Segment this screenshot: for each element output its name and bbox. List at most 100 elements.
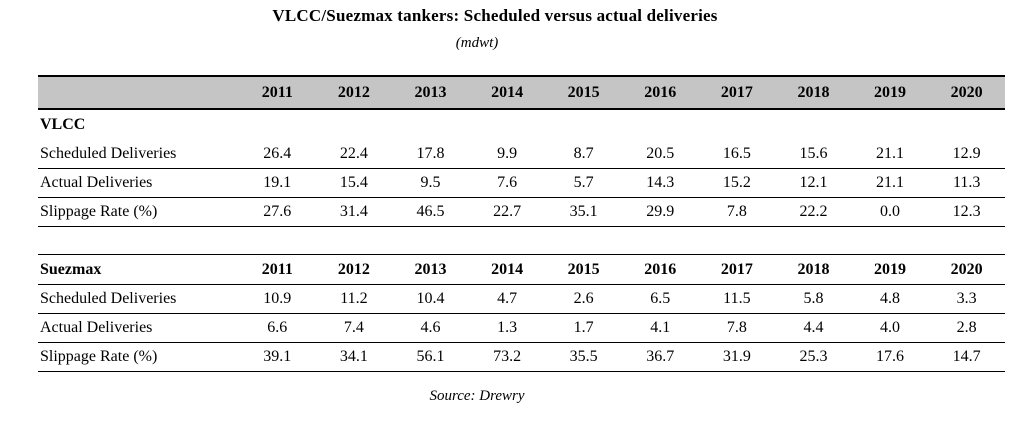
value-cell: 34.1 [315,342,393,372]
section-label-cell: Suezmax [38,254,239,285]
value-cell: 1.7 [545,313,622,343]
value-cell: 15.4 [315,168,393,198]
year-header-cell: 2011 [239,75,316,110]
year-header-cell: 2012 [315,75,393,110]
year-header-cell: 2020 [928,75,1005,110]
year-header-cell: 2017 [698,75,776,110]
row-label-cell: Scheduled Deliveries [38,140,239,169]
section-row-suezmax: Suezmax 2011 2012 2013 2014 2015 2016 2017 2018 2… [38,254,1005,285]
year-header-cell: 2018 [775,75,852,110]
value-cell: 35.5 [545,342,622,372]
empty-cell [392,109,469,140]
value-cell: 11.5 [698,284,776,314]
value-cell: 27.6 [239,197,316,227]
value-cell: 73.2 [468,342,546,372]
value-cell: 9.9 [468,140,546,169]
value-cell: 12.1 [775,168,852,198]
year-header-cell: 2015 [545,254,622,285]
value-cell: 35.1 [545,197,622,227]
value-cell: 7.8 [698,313,776,343]
empty-cell [545,109,622,140]
value-cell: 4.7 [468,284,546,314]
row-label-cell: Slippage Rate (%) [38,342,239,372]
deliveries-table: 2011 2012 2013 2014 2015 2016 2017 2018 2019 2020… [38,75,1005,372]
empty-cell [239,109,316,140]
value-cell: 26.4 [239,140,316,169]
year-header-cell: 2019 [851,75,929,110]
value-cell: 17.8 [392,140,469,169]
value-cell: 22.4 [315,140,393,169]
empty-cell [775,109,852,140]
value-cell: 21.1 [851,140,929,169]
table-title: VLCC/Suezmax tankers: Scheduled versus a… [272,6,718,25]
value-cell: 22.2 [775,197,852,227]
spacer-cell [38,226,1005,255]
value-cell: 7.4 [315,313,393,343]
value-cell: 46.5 [392,197,469,227]
source-note: Source: Drewry [429,388,525,404]
value-cell: 11.2 [315,284,393,314]
section-row-vlcc: VLCC [38,109,1005,140]
value-cell: 31.9 [698,342,776,372]
value-cell: 7.8 [698,197,776,227]
table-row: Actual Deliveries 6.6 7.4 4.6 1.3 1.7 4.1 7.8 4.… [38,313,1005,343]
empty-cell [622,109,699,140]
value-cell: 8.7 [545,140,622,169]
empty-cell [928,109,1005,140]
empty-cell [699,109,776,140]
empty-cell [469,109,546,140]
value-cell: 6.5 [621,284,699,314]
value-cell: 0.0 [851,197,929,227]
year-header-cell: 2019 [851,254,929,285]
value-cell: 2.8 [928,313,1005,343]
value-cell: 39.1 [239,342,316,372]
value-cell: 31.4 [315,197,393,227]
value-cell: 2.6 [545,284,622,314]
value-cell: 11.3 [928,168,1005,198]
row-label-cell: Slippage Rate (%) [38,197,239,227]
table-unit-subtitle: (mdwt) [455,35,499,51]
section-spacer-row [38,226,1005,255]
value-cell: 29.9 [621,197,699,227]
section-label-cell: VLCC [40,116,86,133]
value-cell: 15.6 [775,140,852,169]
deliveries-table-body: 2011 2012 2013 2014 2015 2016 2017 2018 2019 2020… [38,75,1005,372]
value-cell: 10.4 [392,284,469,314]
row-label-cell: Actual Deliveries [38,168,239,198]
year-header-cell: 2017 [698,254,776,285]
value-cell: 12.3 [928,197,1005,227]
value-cell: 1.3 [468,313,546,343]
value-cell: 17.6 [851,342,929,372]
year-header-cell: 2011 [239,254,316,285]
row-label-cell: Scheduled Deliveries [38,284,239,314]
value-cell: 5.8 [775,284,852,314]
value-cell: 56.1 [392,342,469,372]
table-row: Actual Deliveries 19.1 15.4 9.5 7.6 5.7 14.3 15… [38,168,1005,198]
value-cell: 7.6 [468,168,546,198]
table-row: Slippage Rate (%) 27.6 31.4 46.5 22.7 35.1 29.… [38,197,1005,227]
value-cell: 4.8 [851,284,929,314]
year-header-cell: 2013 [392,254,469,285]
value-cell: 9.5 [392,168,469,198]
year-header-cell: 2018 [775,254,852,285]
empty-cell [316,109,393,140]
value-cell: 25.3 [775,342,852,372]
value-cell: 6.6 [239,313,316,343]
value-cell: 21.1 [851,168,929,198]
value-cell: 15.2 [698,168,776,198]
year-header-cell: 2012 [315,254,393,285]
year-header-cell: 2015 [545,75,622,110]
value-cell: 14.7 [928,342,1005,372]
year-header-cell: 2013 [392,75,469,110]
year-header-cell: 2014 [468,254,546,285]
value-cell: 22.7 [468,197,546,227]
table-row: Slippage Rate (%) 39.1 34.1 56.1 73.2 35.5 36.… [38,342,1005,372]
year-header-cell: 2020 [928,254,1005,285]
value-cell: 3.3 [928,284,1005,314]
empty-cell [852,109,929,140]
value-cell: 36.7 [621,342,699,372]
value-cell: 4.4 [775,313,852,343]
value-cell: 19.1 [239,168,316,198]
table-header-row: 2011 2012 2013 2014 2015 2016 2017 2018 2019 2020 [38,75,1005,110]
